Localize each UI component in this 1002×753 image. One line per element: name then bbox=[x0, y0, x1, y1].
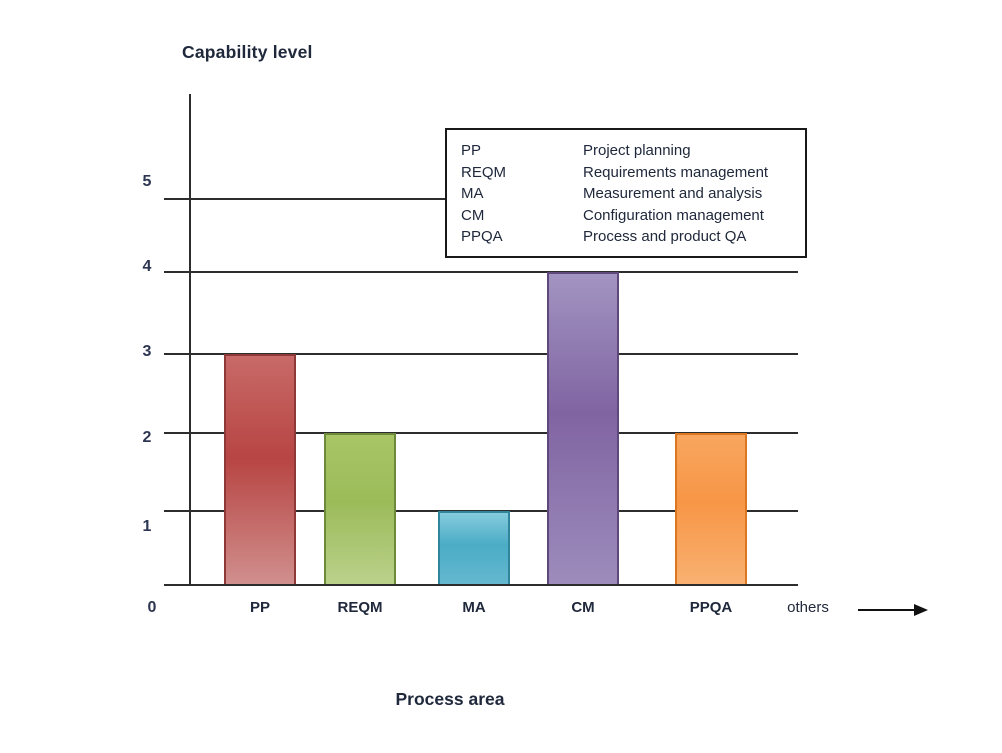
legend-row: PPQA Process and product QA bbox=[461, 226, 805, 248]
right-arrow-line bbox=[858, 609, 916, 611]
y-axis-title: Capability level bbox=[182, 42, 313, 62]
bar-pp bbox=[224, 354, 296, 586]
legend-row: CM Configuration management bbox=[461, 205, 805, 227]
legend-label: Project planning bbox=[583, 142, 691, 159]
y-tick-label-2: 2 bbox=[142, 429, 152, 446]
bar-ppqa bbox=[675, 433, 747, 586]
x-axis-line bbox=[164, 584, 798, 586]
legend-abbr: REQM bbox=[461, 163, 506, 181]
legend-label: Measurement and analysis bbox=[583, 185, 763, 203]
bar-ma bbox=[438, 511, 510, 586]
origin-label: 0 bbox=[147, 599, 157, 616]
legend-label: Configuration management bbox=[583, 206, 764, 224]
legend-row: REQM Requirements management bbox=[461, 162, 805, 184]
legend: PP Project planning REQM Requirements ma… bbox=[445, 128, 807, 258]
x-category-label-reqm: REQM bbox=[337, 599, 383, 616]
right-arrow-icon bbox=[914, 604, 928, 616]
legend-row: PP Project planning bbox=[461, 140, 805, 162]
legend-abbr: PPQA bbox=[461, 228, 503, 246]
y-tick-label-4: 4 bbox=[142, 258, 152, 275]
gridline-4 bbox=[164, 271, 798, 273]
x-category-label-ma: MA bbox=[462, 599, 486, 616]
x-category-label-cm: CM bbox=[571, 599, 595, 616]
y-tick-label-5: 5 bbox=[142, 173, 152, 190]
x-category-label-others: others bbox=[787, 599, 829, 616]
bar-reqm bbox=[324, 433, 396, 586]
y-tick-label-3: 3 bbox=[142, 343, 152, 360]
x-category-label-ppqa: PPQA bbox=[689, 599, 733, 616]
legend-abbr: PP bbox=[461, 142, 482, 159]
y-axis-line bbox=[189, 94, 191, 586]
gridline-2 bbox=[164, 432, 798, 434]
bar-cm bbox=[547, 272, 619, 586]
x-category-label-pp: PP bbox=[249, 599, 270, 616]
legend-label: Requirements management bbox=[583, 163, 769, 181]
x-axis-title: Process area bbox=[395, 689, 505, 709]
y-tick-label-1: 1 bbox=[142, 518, 152, 535]
legend-label: Process and product QA bbox=[583, 228, 747, 246]
gridline-3 bbox=[164, 353, 798, 355]
legend-abbr: CM bbox=[461, 206, 485, 224]
legend-row: MA Measurement and analysis bbox=[461, 183, 805, 205]
legend-abbr: MA bbox=[461, 185, 484, 203]
